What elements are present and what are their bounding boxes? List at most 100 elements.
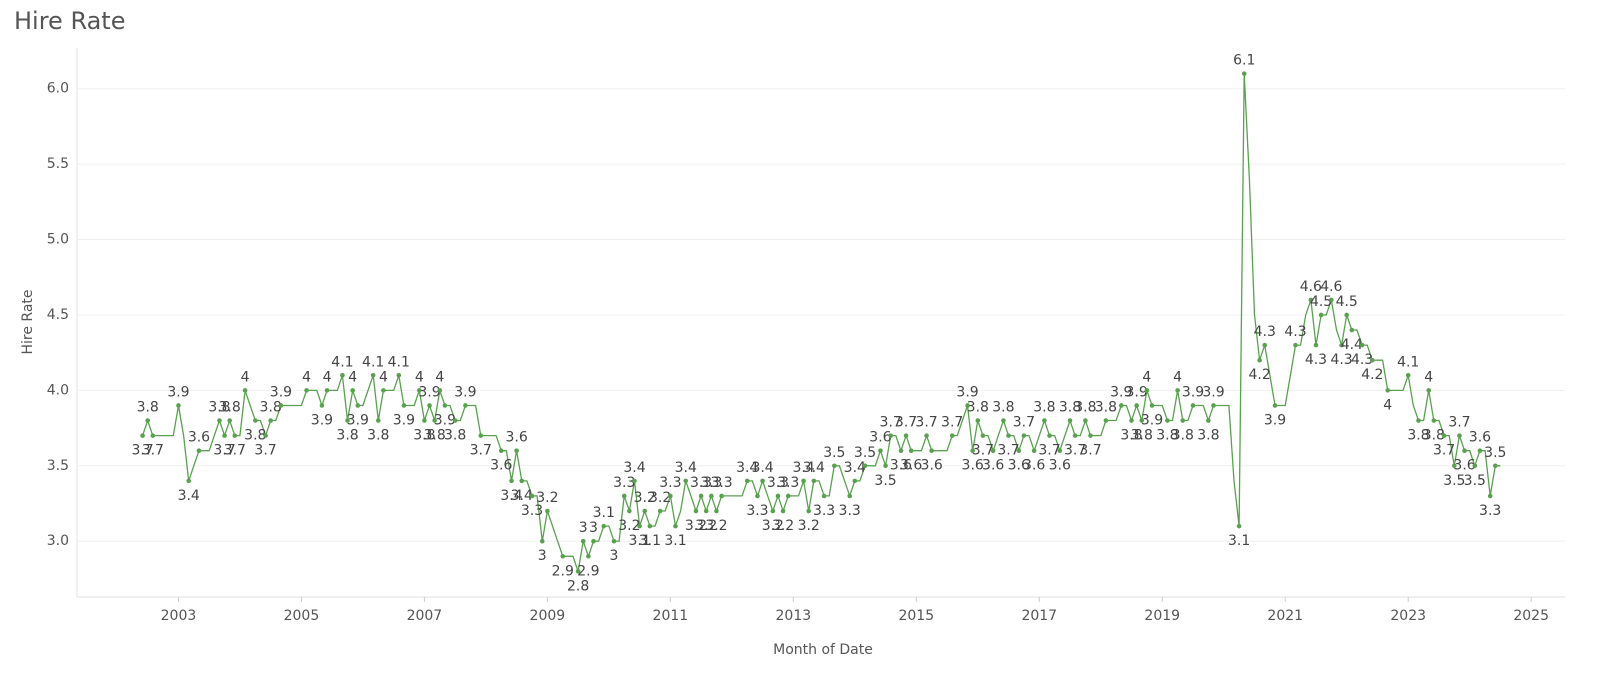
data-label: 4.5 xyxy=(1336,294,1358,310)
data-label: 4.1 xyxy=(1397,354,1419,370)
data-label: 3.3 xyxy=(613,475,635,491)
point xyxy=(509,478,514,484)
data-label: 3.2 xyxy=(618,518,640,534)
data-label: 3 xyxy=(538,548,547,564)
point xyxy=(1477,448,1483,454)
x-tick-label: 2019 xyxy=(1144,608,1180,624)
data-label: 3.8 xyxy=(1156,428,1178,444)
data-label: 3.2 xyxy=(798,518,820,534)
point xyxy=(965,403,970,408)
point xyxy=(1257,357,1262,363)
data-label: 4 xyxy=(1142,369,1151,385)
point xyxy=(1441,433,1447,438)
data-label: 3.3 xyxy=(1479,503,1501,519)
data-label: 3.2 xyxy=(772,518,794,534)
point xyxy=(1370,357,1375,363)
point xyxy=(1006,433,1011,438)
x-tick-label: 2017 xyxy=(1021,608,1057,624)
point xyxy=(176,403,181,408)
line xyxy=(141,73,1501,572)
y-tick-label: 3.5 xyxy=(47,458,69,474)
point xyxy=(1349,327,1355,333)
data-label: 4 xyxy=(323,369,332,385)
data-label: 4 xyxy=(1173,369,1182,385)
point xyxy=(908,448,914,454)
point xyxy=(980,433,986,438)
data-label: 3.9 xyxy=(956,384,978,400)
data-label: 2.9 xyxy=(577,563,599,579)
point xyxy=(1016,448,1022,454)
point xyxy=(145,418,151,423)
point xyxy=(186,478,192,484)
data-label: 3.8 xyxy=(1033,400,1055,416)
point xyxy=(396,372,402,378)
point xyxy=(1416,418,1421,423)
data-label: 3.7 xyxy=(254,443,276,459)
point xyxy=(611,538,617,544)
x-tick-label: 2009 xyxy=(530,608,566,624)
point xyxy=(1339,342,1344,348)
data-label: 3.3 xyxy=(659,475,681,491)
data-label: 3.8 xyxy=(1120,428,1142,444)
point xyxy=(242,388,248,393)
data-label: 4 xyxy=(1383,397,1392,413)
point xyxy=(801,478,806,484)
y-tick-label: 4.5 xyxy=(47,307,69,323)
data-label: 3.3 xyxy=(700,475,722,491)
data-label: 3.8 xyxy=(967,400,989,416)
point xyxy=(775,493,781,499)
x-tick-label: 2025 xyxy=(1513,608,1549,624)
point xyxy=(1139,418,1145,423)
data-label: 3 xyxy=(610,548,619,564)
point xyxy=(760,478,765,484)
data-label: 6.1 xyxy=(1233,53,1255,69)
y-axis-title: Hire Rate xyxy=(20,289,36,354)
data-label: 3.6 xyxy=(1008,458,1030,474)
point xyxy=(1149,403,1155,408)
data-label: 3.3 xyxy=(777,475,799,491)
data-label: 3.9 xyxy=(454,384,476,400)
data-label: 3.9 xyxy=(393,412,415,428)
data-label: 3.9 xyxy=(1126,384,1148,400)
data-label: 4.3 xyxy=(1254,324,1276,340)
point xyxy=(222,433,227,438)
point xyxy=(683,478,689,484)
point xyxy=(304,388,309,393)
data-label: 3.9 xyxy=(418,384,440,400)
point xyxy=(278,403,284,408)
data-label: 3.6 xyxy=(188,430,210,446)
point xyxy=(770,508,776,514)
data-label: 3.7 xyxy=(142,443,164,459)
data-label: 3.2 xyxy=(536,490,558,506)
data-label: 3.7 xyxy=(1448,415,1470,431)
data-label: 3.4 xyxy=(511,488,533,504)
point xyxy=(693,508,699,514)
point xyxy=(698,493,704,499)
data-label: 3.7 xyxy=(972,443,994,459)
data-label: 3.2 xyxy=(695,518,717,534)
point xyxy=(432,418,437,423)
data-label: 4.5 xyxy=(1310,294,1332,310)
point xyxy=(878,448,883,454)
point xyxy=(1067,418,1073,423)
point xyxy=(1134,403,1139,408)
point xyxy=(924,433,929,438)
data-label: 3.7 xyxy=(1079,443,1101,459)
point xyxy=(580,538,586,544)
point xyxy=(949,433,955,438)
data-label: 3.7 xyxy=(1433,443,1455,459)
point xyxy=(673,523,678,529)
point xyxy=(498,448,504,454)
point xyxy=(350,388,355,393)
data-label: 3.9 xyxy=(434,412,456,428)
point xyxy=(442,403,448,408)
data-label: 3.7 xyxy=(880,415,902,431)
point xyxy=(970,448,975,454)
point xyxy=(355,403,361,408)
point xyxy=(709,493,714,499)
point xyxy=(545,508,550,514)
data-label: 3.6 xyxy=(982,458,1004,474)
data-label: 3.9 xyxy=(1110,384,1132,400)
point xyxy=(1211,403,1216,408)
